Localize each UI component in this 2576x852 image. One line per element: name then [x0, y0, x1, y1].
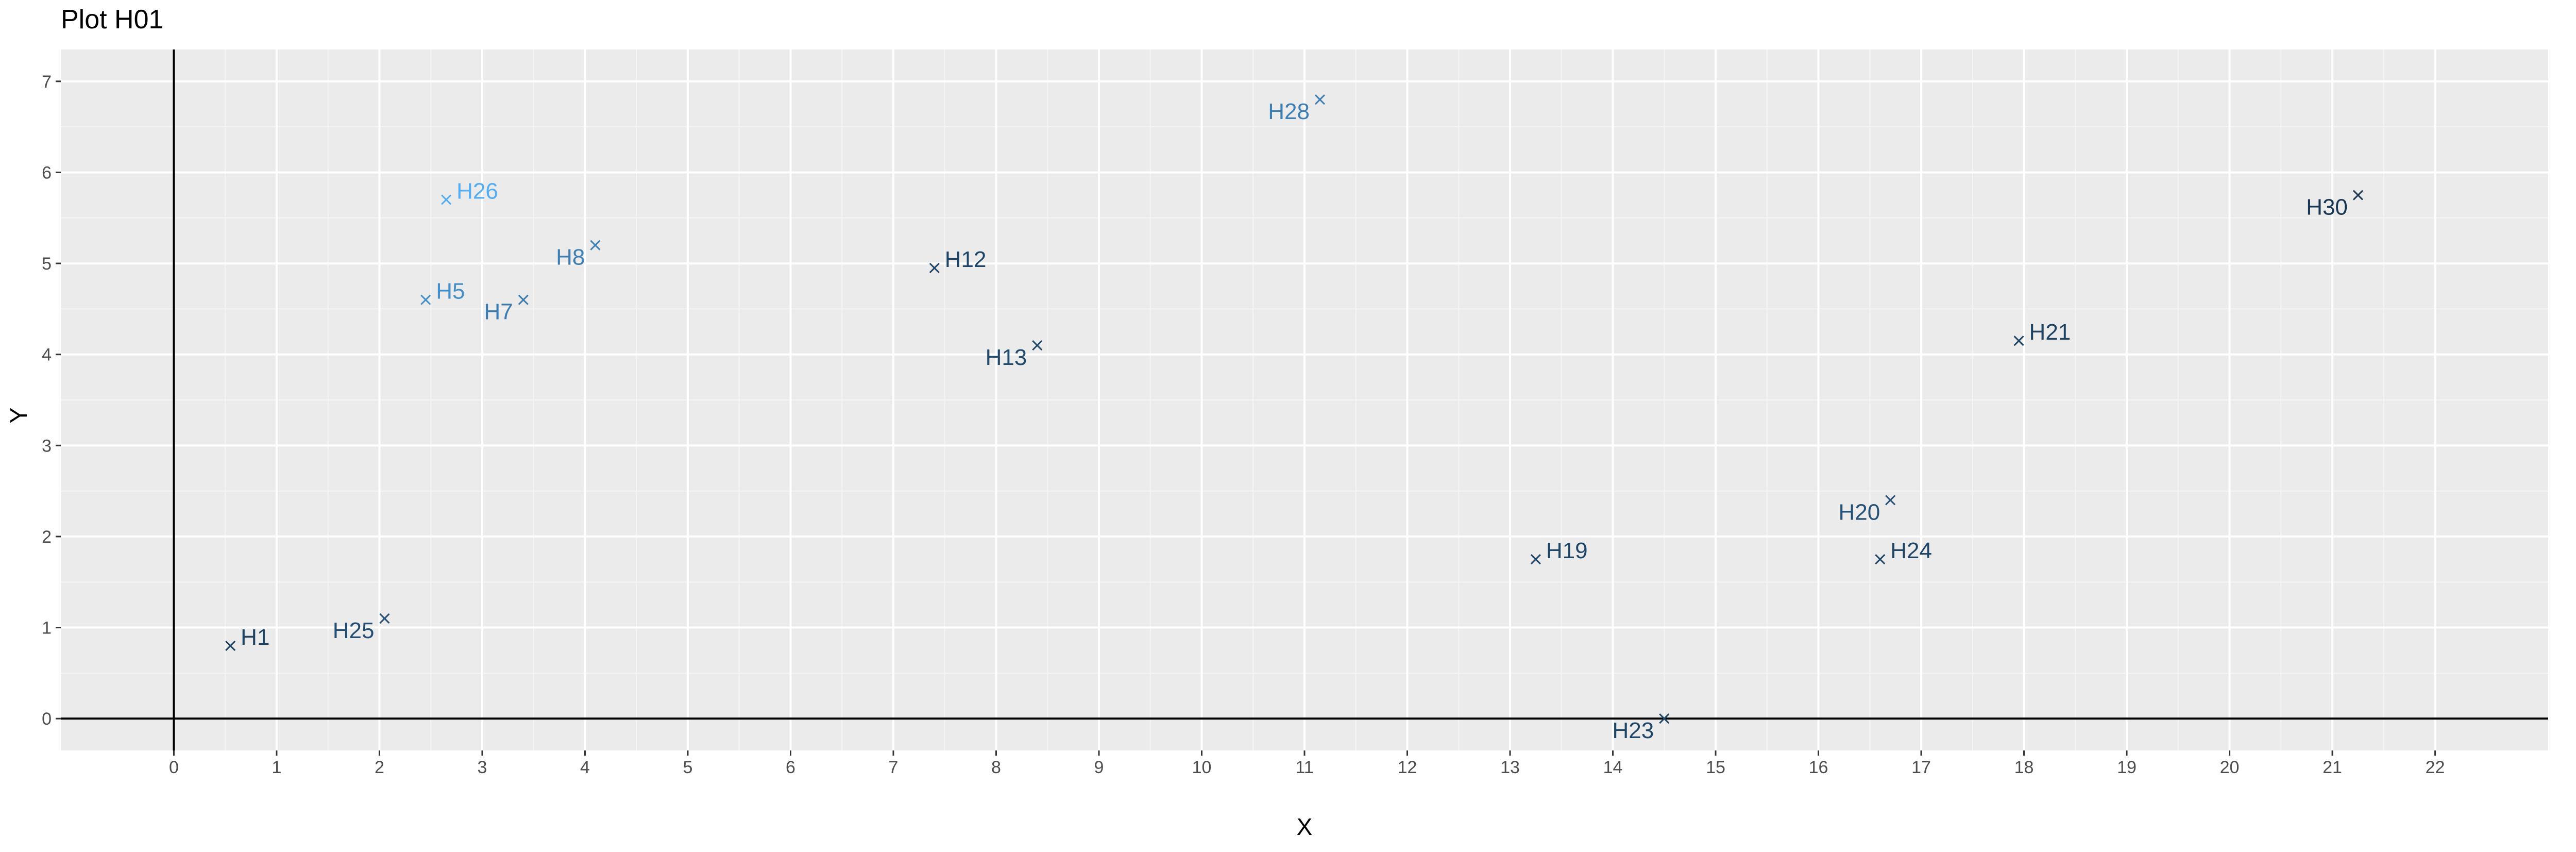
point-marker-stroke	[441, 194, 452, 205]
x-tick-label: 11	[1295, 758, 1313, 777]
x-tick-label: 18	[2014, 758, 2034, 777]
data-point-h5	[420, 294, 431, 305]
y-tick-label: 6	[42, 163, 52, 182]
point-marker-stroke	[1032, 340, 1043, 351]
x-tick-label: 14	[1603, 758, 1623, 777]
x-tick-label: 8	[991, 758, 1001, 777]
point-label-h7: H7	[484, 299, 513, 325]
data-point-h26	[441, 194, 452, 205]
point-marker-stroke	[379, 613, 390, 624]
y-tick-label: 7	[42, 72, 52, 92]
point-marker-stroke	[1659, 713, 1670, 724]
x-tick-label: 7	[889, 758, 899, 777]
point-marker-stroke	[2013, 336, 2024, 346]
point-marker-stroke	[1875, 554, 1886, 565]
point-marker-stroke	[590, 240, 601, 250]
data-point-h13	[1032, 340, 1043, 351]
point-marker-stroke	[225, 640, 236, 651]
data-point-h24	[1875, 554, 1886, 565]
point-label-h21: H21	[2029, 320, 2071, 345]
y-axis-title: Y	[5, 408, 32, 424]
point-label-h26: H26	[456, 178, 498, 204]
y-axis: 0 1 2 3 4 5 6 7	[42, 72, 61, 729]
y-tick-label: 2	[42, 527, 52, 547]
point-label-h25: H25	[333, 618, 375, 643]
point-marker-stroke	[1314, 94, 1325, 105]
x-tick-label: 5	[683, 758, 693, 777]
x-tick-label: 17	[1911, 758, 1931, 777]
point-marker-stroke	[1530, 554, 1541, 565]
point-label-h1: H1	[241, 625, 269, 650]
data-point-h30	[2352, 190, 2363, 201]
x-tick-label: 2	[375, 758, 384, 777]
point-label-h8: H8	[556, 245, 585, 270]
point-labels: H1 H25 H5 H26 H7 H8 H12 H13 H28 H19 H23 H20 H24 H21 H3…	[241, 99, 2348, 743]
x-tick-label: 13	[1500, 758, 1520, 777]
point-label-h28: H28	[1268, 99, 1310, 124]
y-tick-label: 0	[42, 709, 52, 729]
x-axis-title: X	[1297, 813, 1313, 840]
data-point-h21	[2013, 336, 2024, 346]
x-tick-label: 1	[272, 758, 281, 777]
point-label-h23: H23	[1613, 718, 1654, 743]
data-point-h12	[929, 262, 940, 273]
y-tick-label: 3	[42, 436, 52, 456]
x-tick-label: 21	[2323, 758, 2342, 777]
point-label-h5: H5	[436, 279, 465, 304]
major-gridlines	[61, 49, 2548, 750]
x-tick-label: 22	[2426, 758, 2445, 777]
data-point-h1	[225, 640, 236, 651]
x-tick-label: 15	[1706, 758, 1725, 777]
point-marker-stroke	[1885, 495, 1896, 506]
y-tick-label: 1	[42, 619, 52, 638]
x-tick-label: 20	[2220, 758, 2240, 777]
data-point-h23	[1659, 713, 1670, 724]
point-marker-stroke	[929, 262, 940, 273]
x-tick-label: 0	[169, 758, 179, 777]
x-axis: 0 1 2 3 4 5 6 7 8 9 10 11 12 13 14 15 16 17 18 19 20 21 22	[169, 750, 2445, 777]
x-tick-label: 4	[580, 758, 590, 777]
point-label-h12: H12	[945, 247, 987, 272]
data-point-h25	[379, 613, 390, 624]
point-label-h30: H30	[2306, 195, 2348, 220]
x-tick-label: 19	[2117, 758, 2137, 777]
point-label-h24: H24	[1890, 538, 1932, 563]
reference-lines	[61, 49, 2548, 750]
data-point-h7	[518, 294, 529, 305]
data-points	[225, 94, 2363, 724]
x-tick-label: 3	[478, 758, 487, 777]
point-marker-stroke	[518, 294, 529, 305]
point-label-h13: H13	[986, 345, 1027, 370]
data-point-h19	[1530, 554, 1541, 565]
x-tick-label: 12	[1398, 758, 1417, 777]
point-marker-stroke	[420, 294, 431, 305]
x-tick-label: 9	[1094, 758, 1104, 777]
data-point-h28	[1314, 94, 1325, 105]
x-tick-label: 16	[1809, 758, 1828, 777]
y-tick-label: 4	[42, 345, 52, 365]
x-tick-label: 6	[786, 758, 795, 777]
chart-title: Plot H01	[61, 5, 164, 35]
point-label-h19: H19	[1546, 538, 1588, 563]
point-label-h20: H20	[1838, 499, 1880, 525]
data-point-h20	[1885, 495, 1896, 506]
point-marker-stroke	[2352, 190, 2363, 201]
data-point-h8	[590, 240, 601, 250]
y-tick-label: 5	[42, 254, 52, 274]
x-tick-label: 10	[1192, 758, 1212, 777]
